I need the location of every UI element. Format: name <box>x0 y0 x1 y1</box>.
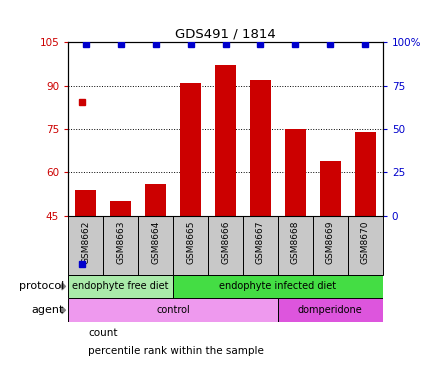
Bar <box>285 129 306 216</box>
Text: GSM8668: GSM8668 <box>291 221 300 264</box>
Text: GSM8662: GSM8662 <box>81 221 90 264</box>
Text: endophyte free diet: endophyte free diet <box>73 281 169 291</box>
Bar <box>320 161 341 216</box>
Bar <box>355 132 376 216</box>
Bar <box>313 216 348 274</box>
Bar <box>145 184 166 216</box>
Text: GSM8670: GSM8670 <box>361 221 370 264</box>
Text: control: control <box>156 305 190 315</box>
Bar <box>173 216 208 274</box>
Text: protocol: protocol <box>18 281 64 291</box>
Bar <box>103 216 138 274</box>
Bar <box>110 201 131 216</box>
Bar <box>75 190 96 216</box>
Text: percentile rank within the sample: percentile rank within the sample <box>88 346 264 356</box>
Text: endophyte infected diet: endophyte infected diet <box>220 281 337 291</box>
Bar <box>208 216 243 274</box>
Bar <box>68 298 278 322</box>
Bar <box>68 274 173 298</box>
Text: GSM8663: GSM8663 <box>116 221 125 264</box>
Text: count: count <box>88 328 117 338</box>
Bar <box>348 216 383 274</box>
Bar <box>68 216 103 274</box>
Bar <box>278 216 313 274</box>
Bar <box>250 80 271 216</box>
Text: GSM8664: GSM8664 <box>151 221 160 264</box>
Bar <box>243 216 278 274</box>
Text: domperidone: domperidone <box>298 305 363 315</box>
Text: GSM8666: GSM8666 <box>221 221 230 264</box>
Bar <box>215 65 236 216</box>
Bar <box>278 298 383 322</box>
Bar <box>180 83 201 216</box>
Bar <box>138 216 173 274</box>
Text: agent: agent <box>31 305 64 315</box>
Bar <box>173 274 383 298</box>
Text: GSM8667: GSM8667 <box>256 221 265 264</box>
Text: GSM8669: GSM8669 <box>326 221 335 264</box>
Title: GDS491 / 1814: GDS491 / 1814 <box>175 28 276 41</box>
Text: GSM8665: GSM8665 <box>186 221 195 264</box>
